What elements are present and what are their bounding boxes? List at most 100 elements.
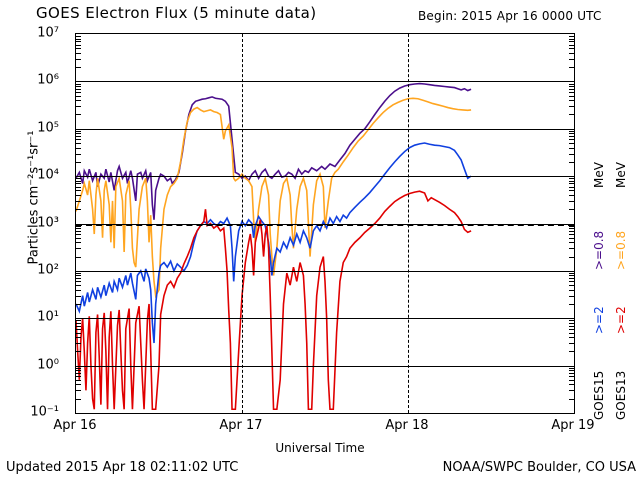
minor-tick — [76, 153, 81, 155]
minor-tick — [569, 320, 574, 322]
minor-tick — [569, 242, 574, 244]
minor-tick — [569, 200, 574, 202]
minor-tick — [569, 209, 574, 211]
minor-tick — [76, 237, 81, 239]
minor-tick — [569, 370, 574, 372]
minor-tick — [76, 295, 81, 297]
minor-tick — [569, 372, 574, 374]
minor-tick — [76, 136, 81, 138]
y-tick-label: 10⁶ — [37, 72, 59, 88]
minor-tick — [569, 351, 574, 353]
minor-tick — [76, 379, 81, 381]
minor-tick — [569, 367, 574, 369]
minor-tick — [569, 153, 574, 155]
minor-tick — [76, 130, 81, 132]
minor-tick — [569, 379, 574, 381]
minor-tick — [76, 106, 81, 108]
legend-column-goes15: GOES15 >=2 >=0.8 MeV — [592, 150, 614, 420]
minor-tick — [569, 186, 574, 188]
minor-tick — [76, 95, 81, 97]
updated-timestamp: Updated 2015 Apr 18 02:11:02 UTC — [6, 460, 239, 475]
minor-tick — [76, 367, 81, 369]
threshold-line — [76, 223, 574, 226]
gridline — [76, 81, 574, 83]
minor-tick — [76, 200, 81, 202]
minor-tick — [569, 343, 574, 345]
minor-tick — [76, 376, 81, 378]
minor-tick — [569, 234, 574, 235]
minor-tick — [76, 183, 81, 185]
y-tick-label: 10³ — [37, 215, 59, 230]
minor-tick — [569, 106, 574, 108]
minor-tick — [569, 130, 574, 132]
minor-tick — [569, 85, 574, 87]
minor-tick — [76, 320, 81, 322]
minor-tick — [76, 234, 81, 235]
page-title: GOES Electron Flux (5 minute data) — [36, 4, 317, 22]
minor-tick — [76, 343, 81, 345]
minor-tick — [76, 114, 81, 116]
minor-tick — [76, 133, 81, 135]
minor-tick — [569, 332, 574, 334]
flux-series — [76, 190, 472, 411]
minor-tick — [569, 248, 574, 250]
legend-column-goes13: GOES13 >=2 >=0.8 MeV — [614, 150, 636, 420]
minor-tick — [76, 372, 81, 374]
minor-tick — [76, 38, 81, 40]
minor-tick — [569, 58, 574, 60]
minor-tick — [569, 384, 574, 386]
legend: GOES15 >=2 >=0.8 MeV GOES13 >=2 >=0.8 MeV — [592, 150, 640, 420]
gridline — [76, 270, 574, 272]
minor-tick — [76, 83, 81, 85]
minor-tick — [76, 58, 81, 60]
minor-tick — [569, 183, 574, 185]
minor-tick — [76, 91, 81, 93]
minor-tick — [569, 44, 574, 46]
minor-tick — [569, 398, 574, 400]
minor-tick — [569, 100, 574, 102]
minor-tick — [76, 67, 81, 69]
minor-tick — [569, 376, 574, 378]
minor-tick — [569, 114, 574, 116]
minor-tick — [569, 88, 574, 90]
minor-tick — [569, 48, 574, 50]
minor-tick — [569, 83, 574, 85]
minor-tick — [569, 322, 574, 324]
minor-tick — [76, 281, 81, 283]
minor-tick — [76, 100, 81, 102]
minor-tick — [76, 41, 81, 43]
minor-tick — [76, 384, 81, 386]
minor-tick — [76, 225, 81, 227]
begin-timestamp: Begin: 2015 Apr 16 0000 UTC — [418, 9, 602, 23]
minor-tick — [76, 36, 81, 38]
minor-tick — [76, 398, 81, 400]
minor-tick — [76, 325, 81, 327]
minor-tick — [569, 328, 574, 330]
minor-tick — [76, 85, 81, 87]
y-tick-label: 10⁴ — [37, 167, 59, 183]
minor-tick — [569, 133, 574, 135]
minor-tick — [569, 295, 574, 297]
minor-tick — [569, 230, 574, 232]
y-tick-label: 10⁷ — [37, 25, 59, 41]
flux-curves — [76, 82, 472, 411]
minor-tick — [76, 273, 81, 275]
minor-tick — [76, 332, 81, 334]
minor-tick — [76, 275, 81, 277]
minor-tick — [76, 147, 81, 149]
minor-tick — [569, 143, 574, 144]
minor-tick — [569, 41, 574, 43]
minor-tick — [76, 143, 81, 144]
minor-tick — [76, 328, 81, 330]
minor-tick — [76, 390, 81, 392]
minor-tick — [569, 303, 574, 305]
minor-tick — [76, 180, 81, 182]
minor-tick — [76, 322, 81, 324]
minor-tick — [569, 139, 574, 141]
minor-tick — [569, 91, 574, 93]
minor-tick — [569, 190, 574, 192]
minor-tick — [76, 139, 81, 141]
minor-tick — [569, 285, 574, 287]
minor-tick — [569, 273, 574, 275]
minor-tick — [569, 147, 574, 149]
